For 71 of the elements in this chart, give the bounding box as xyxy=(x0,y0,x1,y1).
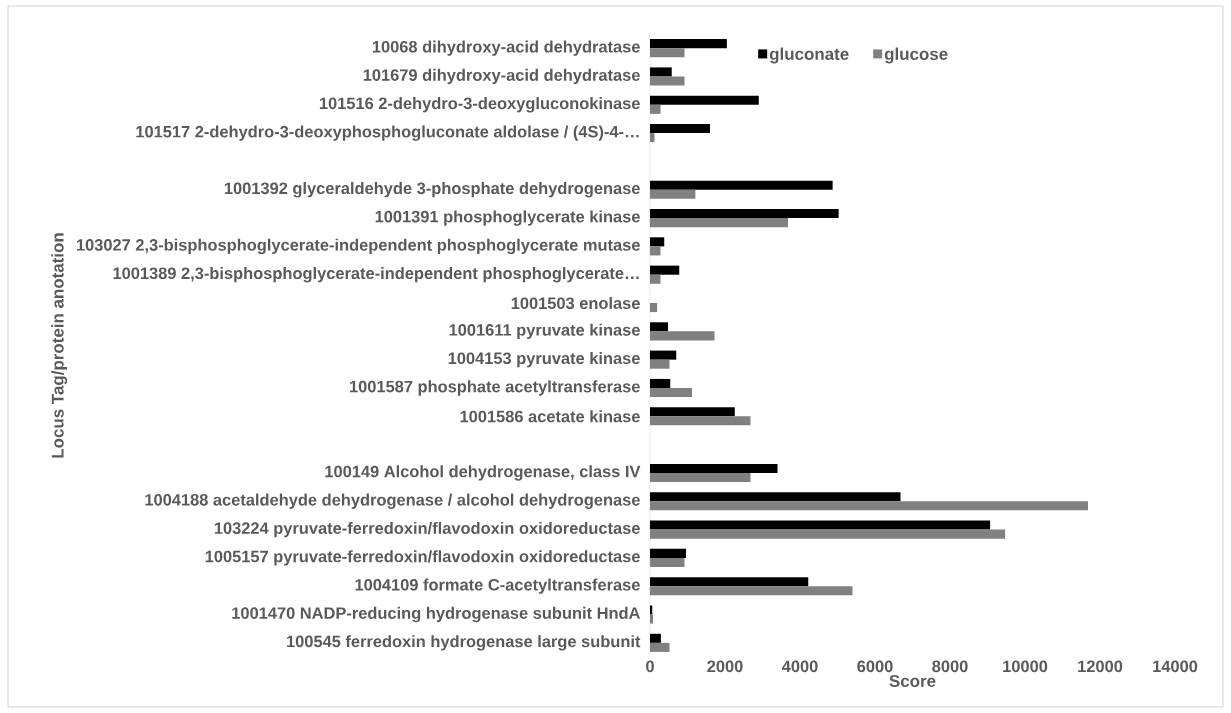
bar xyxy=(650,501,1088,511)
y-tick-label: 101679 dihydroxy-acid dehydratase xyxy=(363,68,640,85)
y-tick-label: 101517 2-dehydro-3-deoxyphosphogluconate aldolase / (4S)-4-… xyxy=(136,125,639,141)
bar xyxy=(650,520,991,530)
y-tick-label: 100149 Alcohol dehydrogenase, class IV xyxy=(325,465,641,481)
bar xyxy=(650,350,677,360)
bar xyxy=(650,492,901,502)
bar xyxy=(650,387,692,398)
bar xyxy=(650,39,727,49)
y-tick-label: 1001392 glyceraldehyde 3-phosphate dehydrogenase xyxy=(224,182,640,198)
x-tick-label: 4000 xyxy=(781,660,818,673)
bar xyxy=(650,586,853,596)
bar xyxy=(650,322,668,332)
x-tick-label: 2000 xyxy=(707,660,743,673)
bar xyxy=(650,274,661,284)
bar xyxy=(650,76,685,86)
x-tick-label: 12000 xyxy=(1078,660,1123,673)
bar xyxy=(650,124,710,134)
x-tick-label: 8000 xyxy=(932,660,968,673)
bar xyxy=(650,189,696,199)
bar xyxy=(650,577,809,587)
bar xyxy=(650,633,661,643)
bar xyxy=(650,303,658,313)
bar xyxy=(650,133,655,143)
bar xyxy=(650,359,670,369)
bar xyxy=(650,463,778,473)
bar xyxy=(650,218,788,228)
bar xyxy=(650,104,661,114)
y-tick-label: 1001391 phosphoglycerate kinase xyxy=(375,210,640,226)
bar xyxy=(650,246,661,256)
bar xyxy=(650,237,665,247)
bar xyxy=(650,472,751,482)
bar xyxy=(650,265,680,275)
y-tick-label: 1001470 NADP-reducing hydrogenase subunit HndA xyxy=(232,606,641,623)
bar xyxy=(650,407,735,417)
y-tick-label: 1005157 pyruvate-ferredoxin/flavodoxin oxidoreductase xyxy=(205,550,640,566)
y-tick-label: 100545 ferredoxin hydrogenase large subunit xyxy=(287,635,641,651)
x-axis-title: Score xyxy=(889,675,936,687)
x-tick-label: 14000 xyxy=(1153,660,1198,673)
y-tick-label: 1004109 formate C-acetyltransferase xyxy=(355,578,640,594)
x-tick-label: 10000 xyxy=(1003,660,1048,673)
x-tick-label: 0 xyxy=(646,660,654,673)
y-tick-label: 10068 dihydroxy-acid dehydratase xyxy=(372,40,640,56)
bar xyxy=(650,416,751,426)
bar xyxy=(650,180,833,190)
bar xyxy=(650,557,685,567)
bar xyxy=(650,642,670,652)
bar xyxy=(650,209,839,219)
bar xyxy=(650,67,672,77)
y-axis-title: Locus Tag/protein anotation xyxy=(51,233,68,458)
bar xyxy=(650,331,715,341)
y-tick-label: 1001389 2,3-bisphosphoglycerate-independent phosphoglycerate… xyxy=(113,267,639,283)
y-tick-label: 101516 2-dehydro-3-deoxygluconokinase xyxy=(319,97,640,113)
bar xyxy=(650,605,653,615)
bar xyxy=(650,614,653,624)
bar xyxy=(650,529,1006,539)
y-tick-label: 1001611 pyruvate kinase xyxy=(449,323,640,339)
y-tick-label: 1001586 acetate kinase xyxy=(460,410,640,423)
bar xyxy=(650,548,686,558)
legend-label: glucose xyxy=(884,47,948,64)
y-tick-label: 1004188 acetaldehyde dehydrogenase / alcohol dehydrogenase xyxy=(145,493,640,509)
bar xyxy=(650,95,759,105)
bar xyxy=(650,48,685,58)
legend-label: gluconate xyxy=(769,47,849,64)
y-tick-label: 1004153 pyruvate kinase xyxy=(448,352,640,368)
x-tick-label: 6000 xyxy=(857,660,893,673)
y-tick-label: 1001503 enolase xyxy=(511,296,640,310)
y-tick-label: 103224 pyruvate-ferredoxin/flavodoxin oxidoreductase xyxy=(214,521,640,538)
bar xyxy=(650,378,671,388)
y-tick-label: 1001587 phosphate acetyltransferase xyxy=(350,380,640,396)
y-tick-label: 103027 2,3-bisphosphoglycerate-independent phosphoglycerate mutase xyxy=(76,238,640,255)
